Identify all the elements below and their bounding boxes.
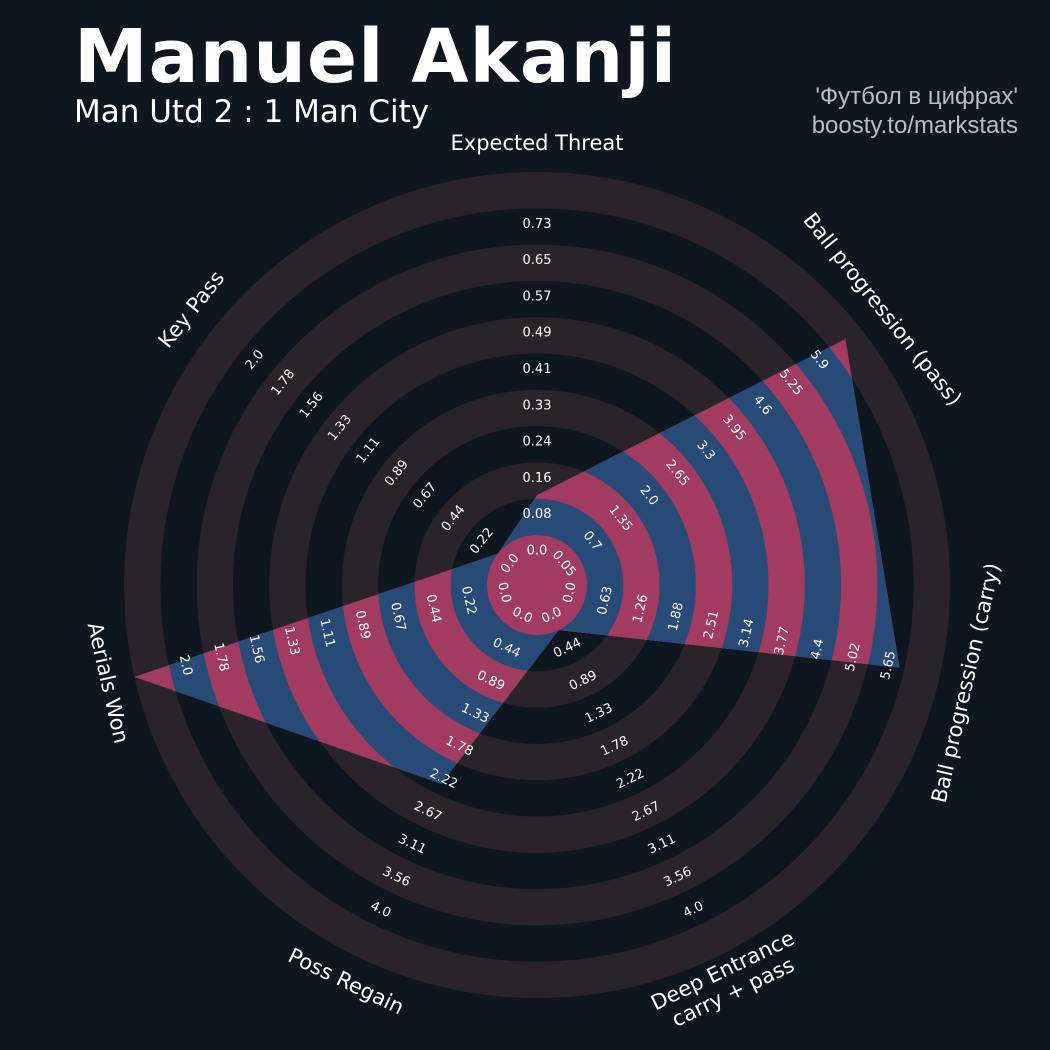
match-score-subtitle: Man Utd 2 : 1 Man City xyxy=(74,94,430,130)
param-label: Expected Threat xyxy=(451,131,624,155)
tick-label: 0.0 xyxy=(560,581,579,605)
tick-label: 4.4 xyxy=(808,637,827,661)
tick-label: 0.33 xyxy=(523,398,552,413)
player-name-title: Manuel Akanji xyxy=(74,14,678,100)
credit-line-2: boosty.to/markstats xyxy=(811,112,1018,139)
tick-label: 2.0 xyxy=(176,654,195,678)
tick-label: 1.33 xyxy=(281,625,302,657)
tick-label: 0.16 xyxy=(523,471,552,486)
tick-label: 0.63 xyxy=(595,585,616,617)
tick-label: 0.57 xyxy=(523,289,552,304)
tick-label: 0.41 xyxy=(523,362,552,377)
tick-label: 0.24 xyxy=(523,435,552,450)
tick-label: 1.26 xyxy=(630,593,651,625)
tick-label: 0.67 xyxy=(387,601,408,633)
tick-label: 0.65 xyxy=(523,253,552,268)
tick-label: 1.11 xyxy=(316,617,337,649)
tick-label: 0.44 xyxy=(423,593,444,625)
credit-line-1: 'Футбол в цифрах' xyxy=(815,83,1018,110)
tick-label: 0.73 xyxy=(523,217,552,232)
tick-label: 3.14 xyxy=(737,617,758,649)
tick-label: 2.51 xyxy=(701,609,722,641)
tick-label: 0.22 xyxy=(458,585,479,617)
tick-label: 1.78 xyxy=(210,641,231,673)
tick-label: 3.77 xyxy=(772,625,793,657)
tick-label: 0.0 xyxy=(494,581,513,605)
tick-label: 1.88 xyxy=(666,601,687,633)
tick-label: 1.56 xyxy=(246,633,267,665)
center-disc-fill xyxy=(487,535,587,635)
tick-label: 0.0 xyxy=(527,544,548,559)
credit-block: 'Футбол в цифрах' boosty.to/markstats xyxy=(812,82,1018,140)
tick-label: 0.08 xyxy=(523,507,552,522)
center-disc xyxy=(487,535,587,635)
tick-label: 0.89 xyxy=(352,609,373,641)
tick-label: 5.02 xyxy=(843,641,864,673)
tick-label: 0.49 xyxy=(523,326,552,341)
param-label: Aerials Won xyxy=(83,620,134,746)
tick-label: 5.65 xyxy=(878,650,899,682)
